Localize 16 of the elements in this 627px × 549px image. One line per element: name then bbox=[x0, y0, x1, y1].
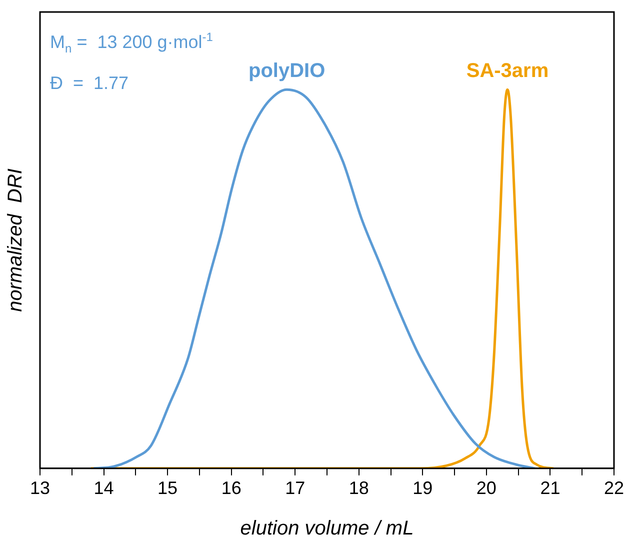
x-axis-title: elution volume / mL bbox=[240, 518, 414, 540]
x-tick-label: 18 bbox=[348, 478, 369, 498]
x-tick-label: 20 bbox=[476, 478, 496, 498]
y-axis-title: normalized DRI bbox=[4, 168, 27, 312]
x-tick-label: 21 bbox=[540, 478, 560, 498]
text: M$_{n}$ = 13 200 g·mol$^{-1}$ bbox=[50, 29, 213, 58]
annotation: Đ = 1.77 bbox=[50, 72, 130, 95]
x-tick-label: 15 bbox=[158, 478, 178, 498]
x-tick-label: 16 bbox=[221, 478, 242, 498]
x-tick-label: 19 bbox=[412, 478, 433, 498]
x-tick-label: 13 bbox=[30, 478, 50, 498]
series-label: SA-3arm bbox=[466, 60, 549, 82]
series-label: polyDIO bbox=[248, 60, 326, 82]
x-tick-label: 17 bbox=[285, 478, 306, 498]
x-tick-label: 14 bbox=[94, 478, 114, 498]
x-tick-label: 22 bbox=[604, 478, 624, 498]
